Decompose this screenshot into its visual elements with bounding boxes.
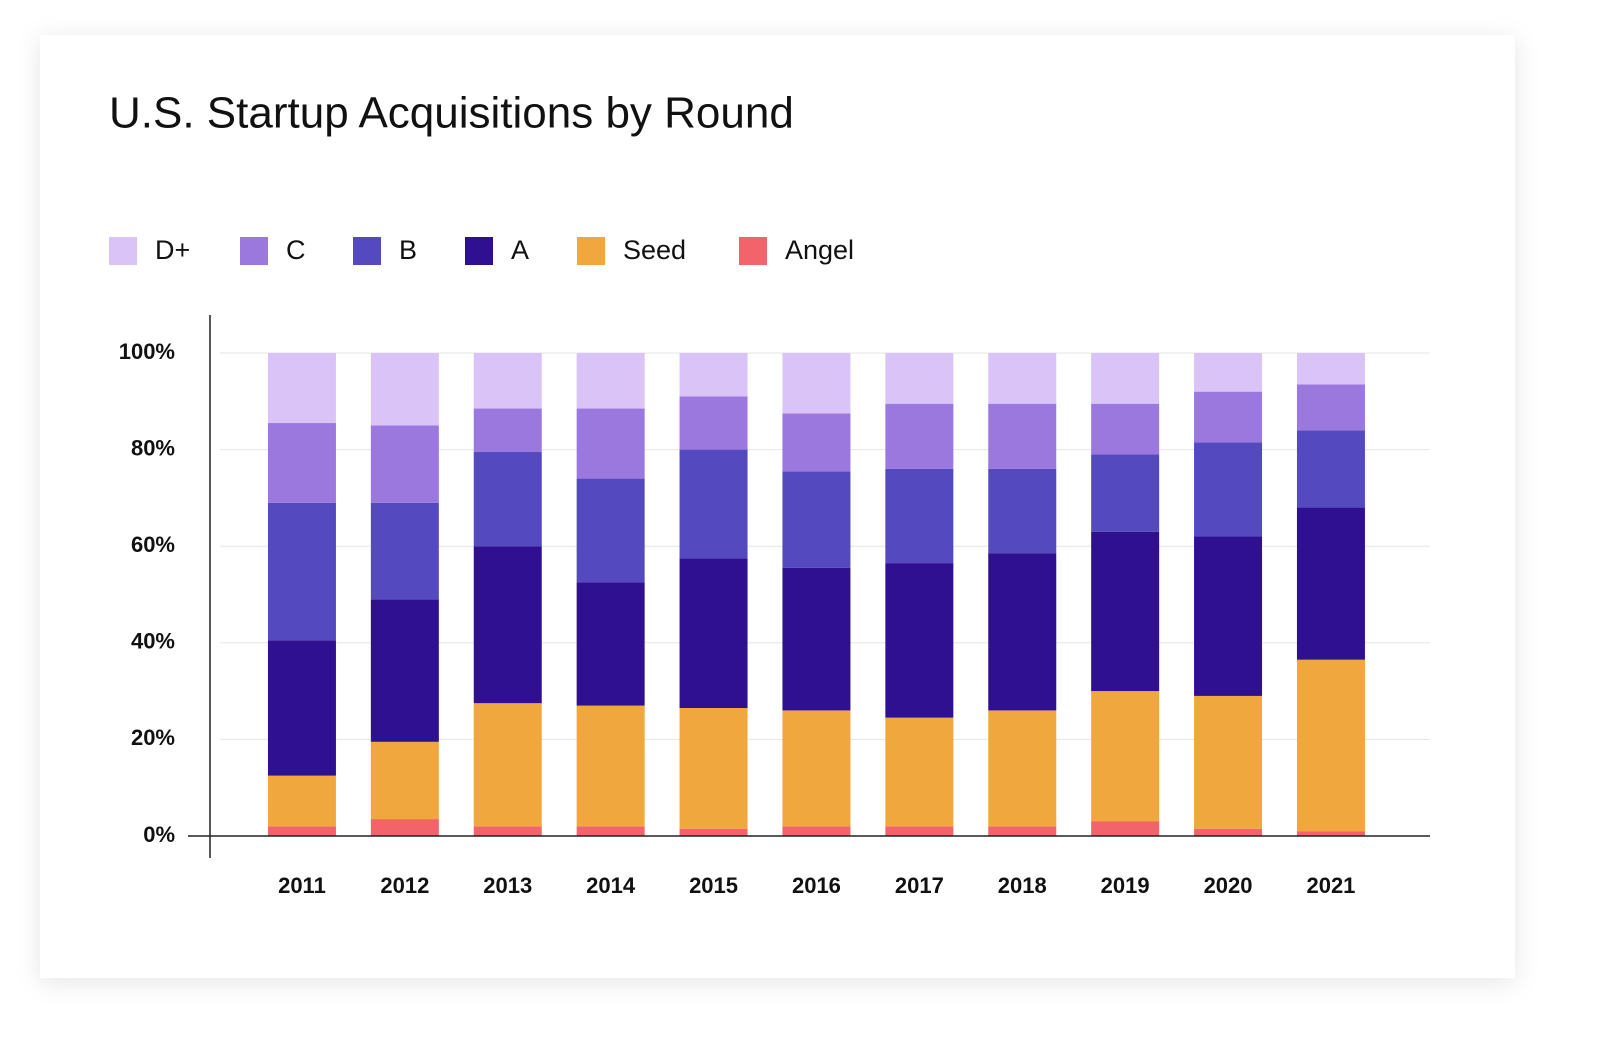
bar-segment (988, 468, 1057, 554)
legend-label: Angel (785, 235, 854, 265)
bar-segment (782, 471, 851, 568)
bar-segment (473, 452, 542, 547)
bar-segment (885, 717, 954, 827)
bar-segment (679, 828, 748, 836)
legend-swatch (465, 237, 493, 265)
bar-segment (473, 353, 542, 409)
legend-label: D+ (155, 235, 190, 265)
bar-segment (885, 826, 954, 836)
x-tick-label: 2011 (278, 873, 326, 898)
bar-segment (1296, 384, 1365, 431)
x-tick-label: 2021 (1306, 873, 1355, 898)
bar-segment (1194, 442, 1263, 537)
bar-segment (267, 640, 336, 776)
bar-segment (576, 478, 645, 583)
bar-segment (576, 408, 645, 479)
bar-segment (576, 353, 645, 409)
bar-segment (885, 353, 954, 404)
bar-segment (473, 703, 542, 827)
bar-segment (1091, 531, 1160, 692)
x-tick-label: 2013 (483, 873, 532, 898)
bar-segment (679, 353, 748, 397)
bar-segment (1194, 353, 1263, 392)
bar-segment (782, 710, 851, 827)
bar-segment (1091, 691, 1160, 822)
bar-segment (885, 403, 954, 469)
bar-segment (370, 819, 439, 836)
legend-swatch (353, 237, 381, 265)
bar-segment (1194, 536, 1263, 696)
bar-segment (370, 599, 439, 742)
bar-segment (782, 353, 851, 414)
x-tick-label: 2019 (1101, 873, 1150, 898)
bar-segment (782, 567, 851, 711)
y-tick-label: 80% (131, 435, 175, 460)
chart-title: U.S. Startup Acquisitions by Round (109, 89, 794, 138)
x-tick-label: 2016 (792, 873, 841, 898)
bar-segment (1296, 430, 1365, 508)
bar-segment (473, 826, 542, 836)
bar-segment (267, 775, 336, 827)
y-tick-label: 20% (131, 725, 175, 750)
bar-segment (267, 826, 336, 836)
bar-segment (1296, 507, 1365, 660)
x-tick-label: 2018 (998, 873, 1047, 898)
x-tick-label: 2012 (380, 873, 429, 898)
bar-segment (576, 705, 645, 827)
bar-segment (370, 741, 439, 820)
legend-label: B (399, 235, 417, 265)
bar-segment (988, 553, 1057, 711)
y-tick-label: 0% (143, 822, 175, 847)
bar-segment (1091, 454, 1160, 532)
bar-segment (885, 468, 954, 564)
bar-segment (679, 396, 748, 450)
x-tick-label: 2020 (1204, 873, 1253, 898)
bar-segment (1296, 659, 1365, 832)
bar-segment (576, 582, 645, 706)
bar-segment (988, 353, 1057, 404)
x-tick-label: 2015 (689, 873, 738, 898)
bar-segment (782, 413, 851, 472)
bar-segment (1194, 695, 1263, 829)
bar-segment (1091, 403, 1160, 455)
bar-segment (679, 558, 748, 709)
y-tick-label: 100% (119, 339, 175, 364)
legend-swatch (577, 237, 605, 265)
bar-segment (267, 423, 336, 503)
bar-segment (370, 353, 439, 426)
y-tick-label: 40% (131, 629, 175, 654)
legend-swatch (109, 237, 137, 265)
legend-label: A (511, 235, 529, 265)
bar-segment (782, 826, 851, 836)
bar-segment (679, 449, 748, 559)
bar-segment (988, 826, 1057, 836)
bar-segment (1194, 391, 1263, 443)
bar-segment (885, 563, 954, 718)
legend-swatch (240, 237, 268, 265)
bar-segment (267, 353, 336, 424)
legend-label: Seed (623, 235, 686, 265)
x-tick-label: 2014 (586, 873, 636, 898)
bar-segment (1091, 821, 1160, 836)
bar-segment (988, 710, 1057, 827)
bar-segment (576, 826, 645, 836)
bar-segment (267, 502, 336, 641)
bar-segment (988, 403, 1057, 469)
bar-segment (473, 408, 542, 453)
bar-segment (1296, 831, 1365, 836)
bar-segment (473, 546, 542, 704)
bar-segment (370, 502, 439, 600)
bar-segment (1091, 353, 1160, 404)
legend-swatch (739, 237, 767, 265)
bar-segment (370, 425, 439, 503)
y-tick-label: 60% (131, 532, 175, 557)
legend-label: C (286, 235, 306, 265)
bar-segment (679, 708, 748, 829)
x-tick-label: 2017 (895, 873, 944, 898)
bar-segment (1194, 828, 1263, 836)
bar-segment (1296, 353, 1365, 385)
